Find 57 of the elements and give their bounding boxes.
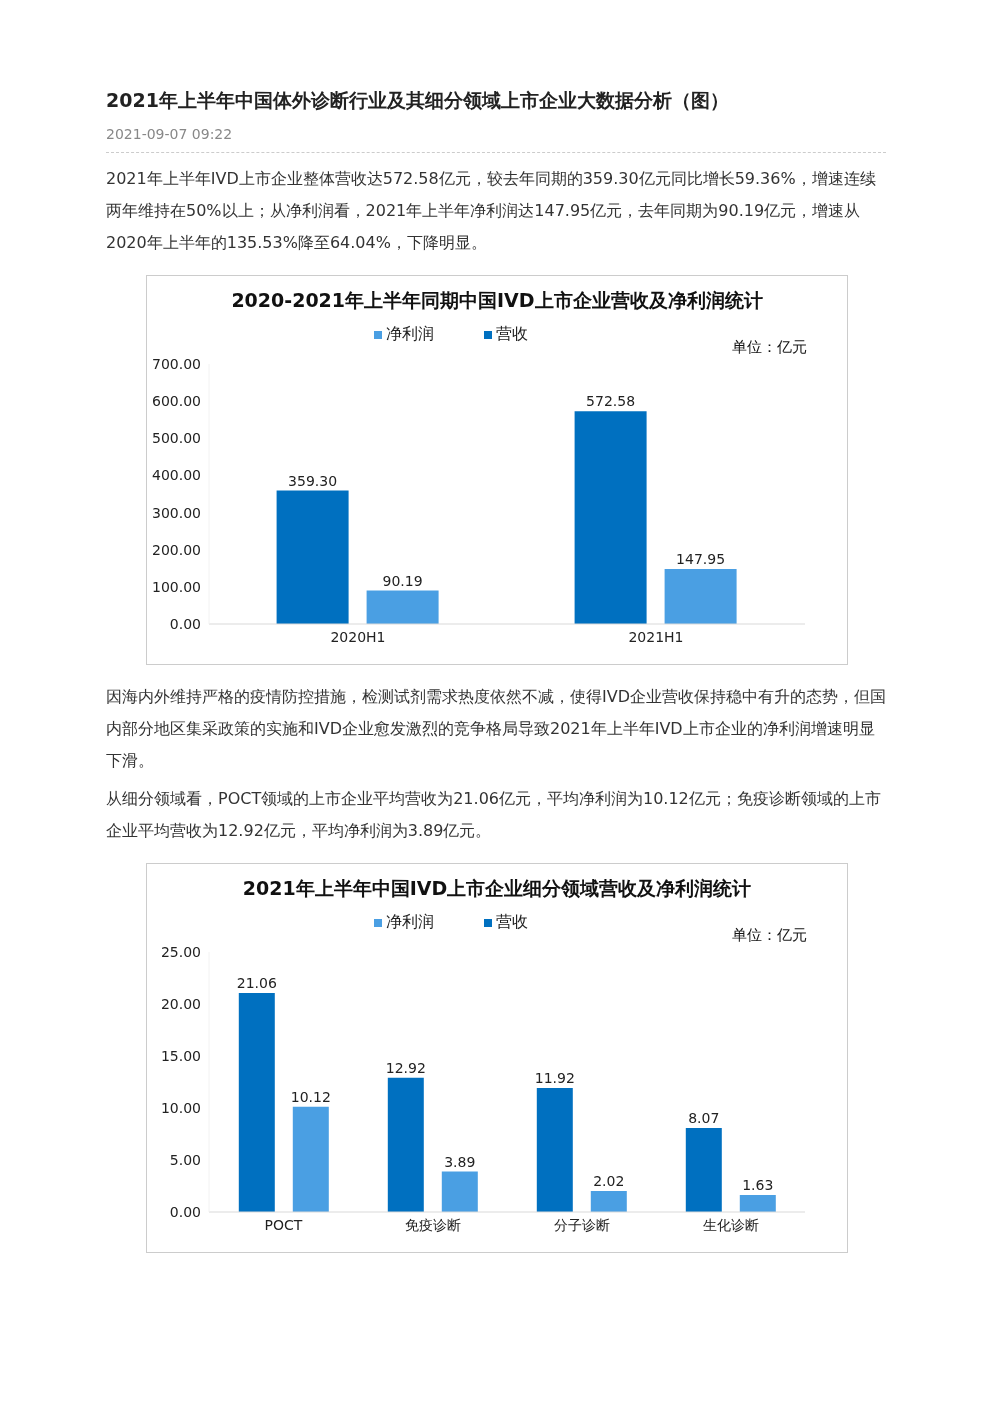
y-tick-label: 500.00	[152, 430, 201, 447]
data-label: 3.89	[444, 1153, 476, 1170]
y-tick-label: 100.00	[152, 578, 201, 595]
data-label: 10.12	[290, 1088, 331, 1105]
bar	[366, 590, 439, 624]
bar	[536, 1088, 573, 1212]
legend-label: 净利润	[386, 912, 434, 931]
data-label: 2.02	[593, 1172, 625, 1189]
text: 因海内外维持严格的疫情防控措施，检测试剂需求热度依然不减，使得IVD企业营收保持稳中有升的态势，但国内部分地区集采政策的实施和IVD企业愈发激烈的竞争格局导致2021年上半年IVD上市企业的净利润增速明显下滑。	[106, 686, 886, 772]
x-tick-label: 免疫诊断	[404, 1216, 461, 1233]
chart-title: 2020-2021年上半年同期中国IVD上市企业营收及净利润统计	[230, 288, 764, 313]
data-label: 21.06	[236, 974, 277, 991]
bar	[664, 569, 737, 624]
legend-label: 营收	[496, 324, 528, 343]
y-tick-label: 10.00	[160, 1099, 201, 1116]
bar	[574, 411, 647, 624]
data-label: 572.58	[586, 393, 636, 410]
text: 从细分领域看，POCT领域的上市企业平均营收为21.06亿元，平均净利润为10.12亿元；免疫诊断领域的上市企业平均营收为12.92亿元，平均净利润为3.89亿元。	[106, 788, 882, 842]
y-tick-label: 0.00	[169, 1203, 201, 1220]
bar	[739, 1195, 776, 1212]
x-tick-label: 2021H1	[628, 628, 684, 645]
y-tick-label: 400.00	[152, 467, 201, 484]
bar	[238, 992, 275, 1212]
data-label: 90.19	[382, 572, 423, 589]
text: 2021年上半年IVD上市企业整体营收达572.58亿元，较去年同期的359.30亿元同比增长59.36%，增速连续两年维持在50%以上；从净利润看，2021年上半年净利润达147.95亿元，去年同期为90.19亿元，增速从2020年上半年的135.53%降至64.04%，下降明显。	[106, 168, 877, 254]
x-tick-label: 2020H1	[330, 628, 386, 645]
data-label: 11.92	[534, 1070, 575, 1087]
data-label: 359.30	[288, 472, 338, 489]
text: 2021年上半年中国体外诊断行业及其细分领域上市企业大数据分析（图）	[106, 88, 730, 113]
data-label: 8.07	[688, 1110, 720, 1127]
y-tick-label: 15.00	[160, 1047, 201, 1064]
bar	[441, 1171, 478, 1212]
data-label: 147.95	[676, 551, 726, 568]
y-tick-label: 5.00	[169, 1151, 201, 1168]
y-axis-title: 单位：亿元	[732, 926, 807, 945]
y-tick-label: 700.00	[152, 355, 201, 372]
text: 2021-09-07 09:22	[106, 126, 886, 153]
x-tick-label: 生化诊断	[702, 1216, 759, 1233]
y-tick-label: 0.00	[169, 615, 201, 632]
bar	[276, 490, 349, 624]
bar	[590, 1190, 627, 1212]
legend-label: 净利润	[386, 324, 434, 343]
chart-title: 2021年上半年中国IVD上市企业细分领域营收及净利润统计	[241, 876, 753, 901]
y-axis-title: 单位：亿元	[732, 338, 807, 357]
data-label: 1.63	[742, 1177, 774, 1194]
y-tick-label: 20.00	[160, 995, 201, 1012]
bar	[685, 1128, 722, 1212]
x-tick-label: POCT	[264, 1216, 303, 1233]
bar	[387, 1077, 424, 1212]
y-tick-label: 25.00	[160, 943, 201, 960]
y-tick-label: 600.00	[152, 393, 201, 410]
legend-label: 营收	[496, 912, 528, 931]
y-tick-label: 300.00	[152, 504, 201, 521]
data-label: 12.92	[385, 1059, 426, 1076]
bar	[292, 1106, 329, 1212]
y-tick-label: 200.00	[152, 541, 201, 558]
x-tick-label: 分子诊断	[553, 1216, 610, 1233]
